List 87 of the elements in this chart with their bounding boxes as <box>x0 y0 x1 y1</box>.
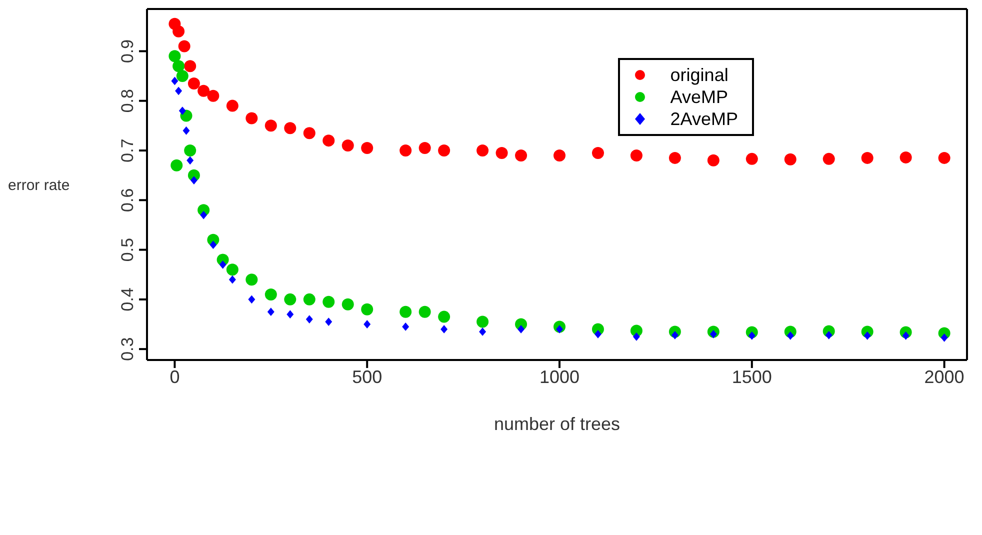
point <box>592 146 604 159</box>
point <box>207 90 220 102</box>
y-tick-label: 0.9 <box>118 39 137 64</box>
x-tick-label: 1000 <box>539 366 580 387</box>
point <box>267 308 274 316</box>
point <box>822 152 835 165</box>
point <box>264 288 277 300</box>
y-tick-label: 0.7 <box>118 138 137 162</box>
point <box>210 240 217 250</box>
point <box>284 122 296 134</box>
x-tick-label: 500 <box>352 366 382 387</box>
point <box>438 310 450 323</box>
point <box>172 60 185 72</box>
point <box>178 40 190 52</box>
point <box>418 306 431 318</box>
point <box>364 320 371 328</box>
point <box>476 316 489 328</box>
y-tick-label: 0.5 <box>118 238 137 262</box>
point <box>938 152 950 164</box>
point <box>322 134 335 147</box>
point <box>306 315 313 324</box>
point <box>284 293 296 306</box>
point <box>219 260 226 269</box>
point <box>190 176 198 184</box>
point <box>198 84 210 97</box>
point <box>361 303 374 316</box>
point <box>172 25 185 38</box>
point <box>361 142 374 154</box>
x-tick-label: 2000 <box>924 366 964 387</box>
point <box>554 149 566 162</box>
point <box>176 70 188 82</box>
point <box>400 144 412 156</box>
point <box>228 275 236 284</box>
point <box>182 126 190 135</box>
point <box>479 328 486 336</box>
point <box>186 156 194 165</box>
point <box>784 153 796 166</box>
point <box>400 306 412 318</box>
point <box>264 120 277 132</box>
point <box>184 144 196 156</box>
x-axis-title: number of trees <box>494 414 620 434</box>
point <box>248 295 256 304</box>
point <box>226 264 238 276</box>
y-tick-label: 0.4 <box>118 288 137 312</box>
point <box>900 151 912 164</box>
point <box>518 325 525 334</box>
point <box>630 149 642 162</box>
point <box>746 152 758 165</box>
point <box>322 296 335 308</box>
point <box>515 149 528 162</box>
point <box>303 127 316 140</box>
point <box>476 144 489 156</box>
x-tick-label: 0 <box>170 366 180 387</box>
point <box>707 154 720 166</box>
point <box>438 144 450 156</box>
point <box>184 60 196 72</box>
point <box>246 274 258 286</box>
point <box>303 293 316 306</box>
point <box>418 142 431 154</box>
point <box>246 112 258 124</box>
point <box>440 325 448 334</box>
point <box>170 159 183 172</box>
point <box>342 140 354 152</box>
point <box>496 146 508 159</box>
point <box>325 318 332 326</box>
y-axis-title: error rate <box>8 176 70 194</box>
point <box>632 332 640 341</box>
legend-label: AveMP <box>670 86 728 108</box>
point <box>861 152 874 164</box>
point <box>668 152 681 164</box>
y-tick-label: 0.8 <box>118 89 137 113</box>
point <box>178 106 186 115</box>
point <box>402 322 410 331</box>
point <box>168 50 181 62</box>
point <box>188 77 200 90</box>
x-tick-label: 1500 <box>732 366 772 387</box>
y-tick-label: 0.3 <box>118 337 137 361</box>
point <box>175 86 182 96</box>
point <box>286 310 294 319</box>
point <box>200 210 208 220</box>
legend-label: original <box>670 64 728 86</box>
point <box>342 298 354 310</box>
y-tick-label: 0.6 <box>118 188 137 212</box>
point <box>594 330 602 338</box>
point <box>171 76 178 86</box>
legend-label: 2AveMP <box>670 108 738 130</box>
point <box>226 100 238 112</box>
